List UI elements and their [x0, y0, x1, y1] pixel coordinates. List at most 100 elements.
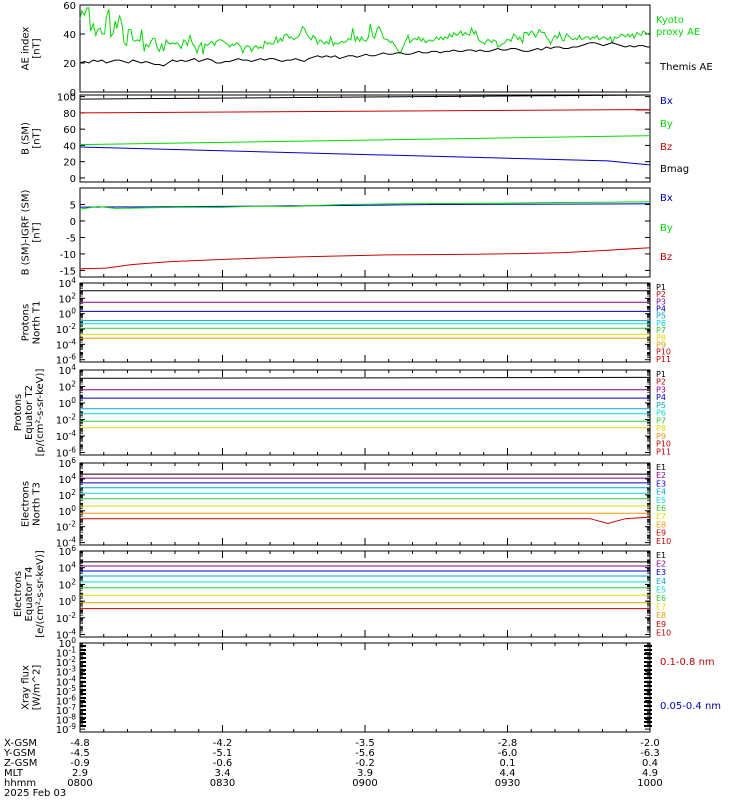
- legend-E9: E9: [656, 529, 666, 538]
- y-tick-label: 10-9: [56, 722, 76, 736]
- series-b_igrf-Bz: [79, 247, 651, 270]
- y-tick-label: 104: [58, 276, 76, 290]
- legend-E4: E4: [656, 488, 666, 497]
- time-axis-value: -6.0: [498, 748, 518, 759]
- series-electrons_t3-E9: [80, 516, 651, 525]
- time-axis-value: 0900: [352, 778, 377, 789]
- legend-P3: P3: [656, 297, 666, 306]
- legend-E1: E1: [656, 463, 666, 472]
- time-axis-value: 0930: [495, 778, 520, 789]
- legend-P8: P8: [656, 333, 666, 342]
- y-axis-label: [e/(cm²-s-sr-keV)]: [35, 550, 46, 638]
- y-tick-label: 10-3: [56, 665, 76, 679]
- y-tick-label: 102: [58, 488, 76, 502]
- legend-By: By: [660, 119, 673, 130]
- y-tick-label: 10-4: [56, 674, 76, 688]
- y-axis-label: Electrons: [13, 571, 24, 617]
- y-tick-label: 0: [70, 174, 76, 185]
- y-tick-label: 10-2: [56, 322, 76, 336]
- y-tick-label: 106: [58, 544, 76, 558]
- time-axis-value: 4.9: [642, 768, 658, 779]
- y-axis-label: [p/(cm²-s-sr-keV)]: [35, 369, 46, 457]
- legend-P10: P10: [656, 440, 671, 449]
- y-tick-label: 10-6: [56, 446, 76, 460]
- y-tick-label: 10-7: [56, 703, 76, 717]
- panel-frame: [79, 282, 651, 363]
- legend-P10: P10: [656, 348, 671, 357]
- series-ae-Themis-AE: [79, 42, 650, 67]
- time-axis-value: 3.9: [357, 768, 373, 779]
- legend-kyoto: Kyoto: [656, 15, 684, 26]
- time-axis-value: -4.8: [70, 738, 90, 749]
- y-tick-label: 10-6: [56, 693, 76, 707]
- legend-E3: E3: [656, 568, 666, 577]
- y-tick-label: 106: [58, 456, 76, 470]
- y-axis-label: Xray flux: [21, 665, 32, 710]
- time-axis-row-label: 2025 Feb 03: [4, 788, 66, 799]
- time-axis-value: -5.1: [213, 748, 233, 759]
- panel-frame: [79, 94, 651, 183]
- legend-P5: P5: [656, 312, 666, 321]
- legend-P11: P11: [656, 355, 671, 364]
- legend-P4: P4: [656, 305, 666, 314]
- y-axis-label: [nT]: [32, 38, 43, 58]
- panel-b_igrf: -15 -10 -5 0 5 B (SM)-IGRF (SM) [nT] Bx By Bz: [21, 187, 673, 278]
- legend-E8: E8: [656, 520, 666, 529]
- y-axis-label: North T1: [32, 301, 43, 345]
- series-protons_t2-P1: [79, 376, 651, 379]
- y-tick-label: 0: [70, 88, 76, 99]
- panel-protons_t2: 104 102 100 10-2 10-4 10-6 Protons Equator T2 [p…: [13, 363, 671, 460]
- legend-P2: P2: [656, 378, 666, 387]
- legend-P2: P2: [656, 290, 666, 299]
- y-tick-label: 10-6: [56, 353, 76, 367]
- y-tick-label: 100: [58, 636, 76, 650]
- legend-xray-short: 0.05-0.4 nm: [660, 701, 721, 712]
- panel-frame: [79, 369, 651, 456]
- y-tick-label: 102: [58, 577, 76, 591]
- y-tick-label: -10: [60, 250, 76, 261]
- legend-P6: P6: [656, 319, 666, 328]
- time-axis-value: -6.3: [640, 748, 660, 759]
- y-axis-label: North T3: [32, 482, 43, 526]
- legend-E6: E6: [656, 504, 666, 513]
- legend-P7: P7: [656, 416, 666, 425]
- time-axis-row-label: Z-GSM: [4, 758, 37, 769]
- y-tick-label: 10-2: [56, 655, 76, 669]
- y-tick-label: 100: [58, 594, 76, 608]
- y-tick-label: 80: [63, 109, 76, 120]
- y-tick-label: 102: [58, 380, 76, 394]
- y-tick-label: 60: [63, 125, 76, 136]
- y-tick-label: 20: [63, 158, 76, 169]
- time-axis-value: -0.9: [70, 758, 90, 769]
- y-axis-label: [nT]: [32, 222, 43, 242]
- legend-By: By: [660, 223, 673, 234]
- series-b_igrf-By: [79, 201, 651, 210]
- legend-P7: P7: [656, 326, 666, 335]
- legend-P3: P3: [656, 385, 666, 394]
- legend-themis: Themis AE: [659, 62, 713, 73]
- legend-P11: P11: [656, 447, 671, 456]
- y-tick-label: 10-2: [56, 520, 76, 534]
- legend-Bz: Bz: [660, 252, 672, 263]
- legend-Bx: Bx: [660, 193, 673, 204]
- time-axis-value: 0830: [210, 778, 235, 789]
- y-tick-label: 100: [57, 93, 76, 104]
- time-axis-row-label: MLT: [4, 768, 24, 779]
- legend-E1: E1: [656, 551, 666, 560]
- legend-E7: E7: [656, 603, 666, 612]
- y-tick-label: 60: [63, 1, 76, 12]
- legend-E5: E5: [656, 496, 666, 505]
- time-axis-value: -3.5: [355, 738, 375, 749]
- y-axis-label: [nT]: [32, 128, 43, 148]
- legend-P1: P1: [656, 370, 666, 379]
- legend-E5: E5: [656, 585, 666, 594]
- legend-E9: E9: [656, 620, 666, 629]
- series-b_sm-Bmag: [79, 94, 651, 100]
- time-axis-value: 2.9: [72, 768, 88, 779]
- y-tick-label: 10-5: [56, 684, 76, 698]
- legend-P6: P6: [656, 409, 666, 418]
- y-tick-label: 104: [58, 472, 76, 486]
- y-tick-label: 100: [58, 307, 76, 321]
